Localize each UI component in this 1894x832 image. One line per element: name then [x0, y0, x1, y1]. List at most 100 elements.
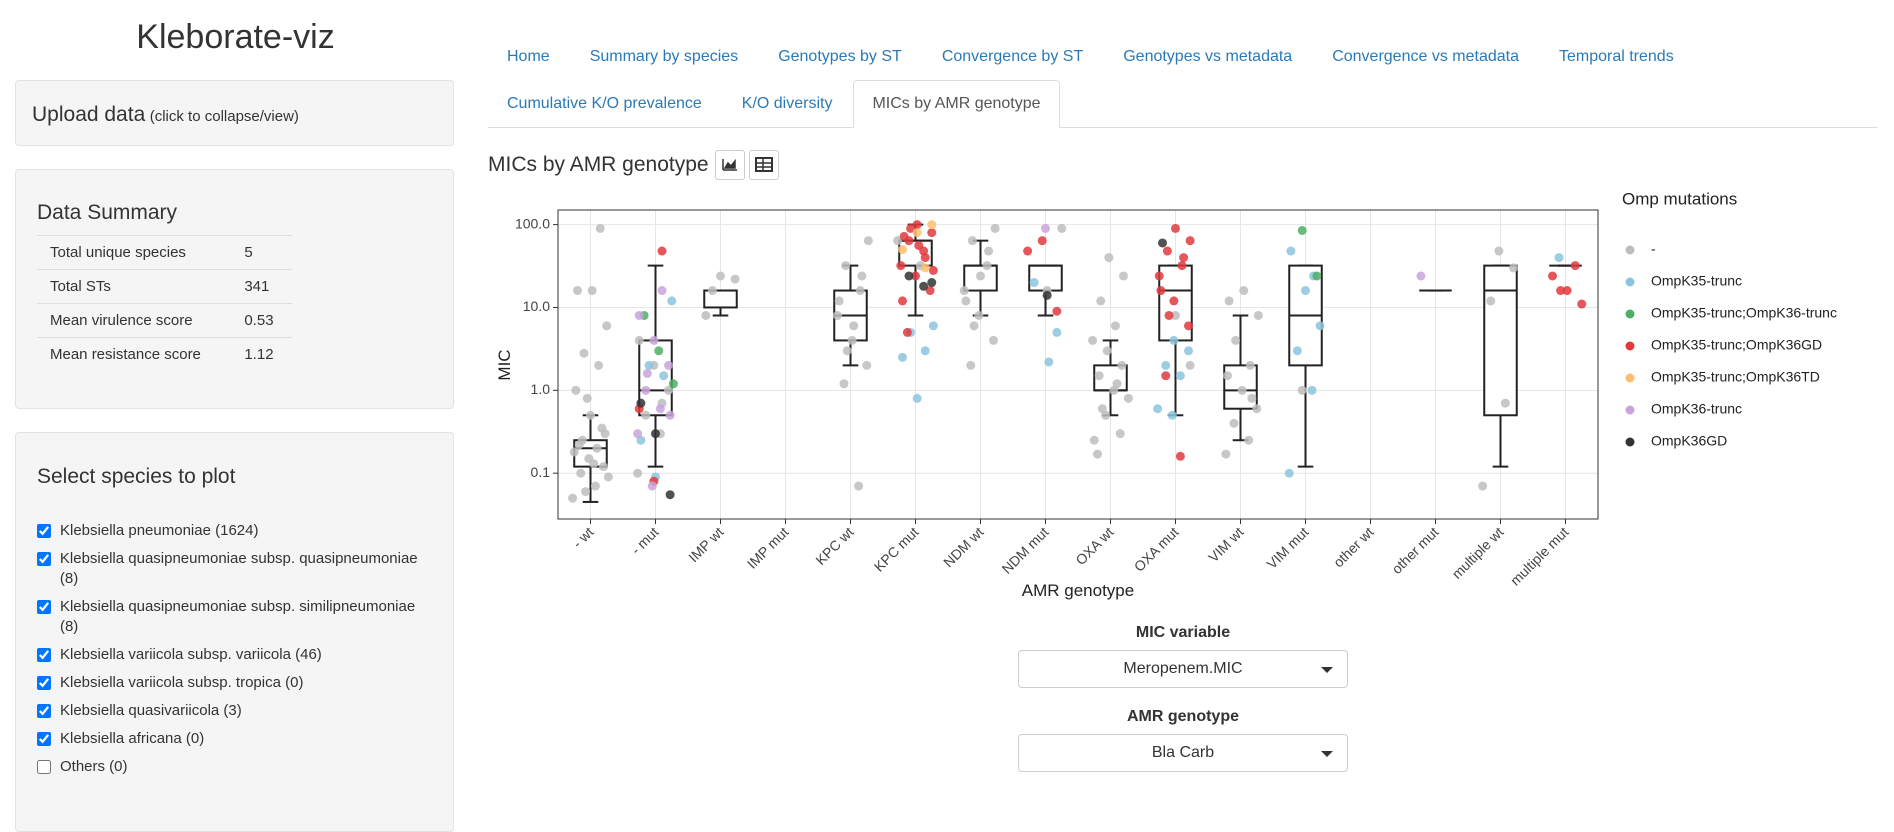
- point: [863, 236, 873, 246]
- species-label[interactable]: Klebsiella quasipneumoniae subsp. simili…: [59, 598, 416, 635]
- point: [1315, 321, 1325, 331]
- point: [1044, 357, 1054, 367]
- species-option[interactable]: Others (0): [37, 757, 437, 777]
- point: [928, 265, 938, 275]
- upload-panel[interactable]: Upload data (click to collapse/view): [15, 80, 454, 146]
- species-label[interactable]: Klebsiella variicola subsp. variicola (4…: [60, 646, 322, 663]
- species-option[interactable]: Klebsiella variicola subsp. variicola (4…: [37, 645, 437, 665]
- nav-tab[interactable]: Temporal trends: [1558, 48, 1674, 65]
- nav-tab[interactable]: Convergence vs metadata: [1332, 48, 1519, 65]
- point: [1169, 296, 1179, 306]
- point: [1577, 299, 1587, 309]
- species-checkbox[interactable]: [37, 732, 51, 746]
- legend-swatch: [1625, 341, 1635, 351]
- point: [730, 274, 740, 284]
- point: [899, 231, 909, 241]
- point: [902, 327, 912, 337]
- legend-swatch: [1625, 437, 1635, 447]
- point: [1089, 435, 1099, 445]
- point: [893, 236, 903, 246]
- species-label[interactable]: Klebsiella pneumoniae (1624): [60, 522, 259, 539]
- summary-label: Total unique species: [37, 235, 232, 270]
- summary-label: Mean resistance score: [37, 337, 232, 371]
- point: [1185, 236, 1195, 246]
- point: [849, 321, 859, 331]
- point: [1088, 335, 1098, 345]
- summary-value: 1.12: [231, 337, 292, 371]
- nav-tab[interactable]: K/O diversity: [741, 95, 833, 112]
- point: [1239, 286, 1249, 296]
- point: [1158, 238, 1167, 248]
- nav-tab[interactable]: Cumulative K/O prevalence: [507, 95, 702, 112]
- dropdown-value[interactable]: Bla Carb: [1151, 744, 1215, 761]
- species-option[interactable]: Klebsiella quasipneumoniae subsp. simili…: [37, 597, 437, 637]
- point: [1229, 418, 1239, 428]
- upload-hint[interactable]: (click to collapse/view): [149, 108, 299, 125]
- point: [920, 263, 930, 273]
- nav-tab[interactable]: Genotypes by ST: [778, 48, 902, 65]
- species-option[interactable]: Klebsiella africana (0): [37, 729, 437, 749]
- dropdown-caret[interactable]: [1321, 667, 1333, 673]
- point: [1554, 253, 1564, 263]
- tab-bar: Home Summary by species Genotypes by ST Con…: [488, 33, 1878, 128]
- nav-tab[interactable]: Home: [507, 48, 550, 65]
- nav-tab[interactable]: Convergence by ST: [941, 48, 1084, 65]
- species-checkbox[interactable]: [37, 704, 51, 718]
- point: [842, 346, 852, 356]
- species-checkbox[interactable]: [37, 552, 51, 566]
- species-label[interactable]: Klebsiella quasivariicola (3): [60, 702, 242, 719]
- point: [644, 360, 654, 370]
- point: [1312, 271, 1322, 281]
- dropdown-caret[interactable]: [1321, 751, 1333, 757]
- species-checkbox[interactable]: [37, 676, 51, 690]
- species-checkbox[interactable]: [37, 600, 51, 614]
- point: [1162, 246, 1172, 256]
- summary-row: Total STs 341: [37, 269, 292, 304]
- point: [961, 296, 971, 306]
- species-label[interactable]: Klebsiella variicola subsp. tropica (0): [60, 674, 304, 691]
- plot-border: [557, 209, 1599, 520]
- summary-row: Total unique species 5: [37, 235, 292, 270]
- point: [665, 410, 675, 420]
- point: [1224, 296, 1234, 306]
- species-option[interactable]: Klebsiella pneumoniae (1624): [37, 521, 437, 541]
- species-label[interactable]: Klebsiella quasipneumoniae subsp. quasip…: [59, 550, 418, 587]
- table-icon-button[interactable]: [748, 150, 779, 180]
- species-option[interactable]: Klebsiella quasipneumoniae subsp. quasip…: [37, 549, 437, 589]
- species-checkbox[interactable]: [37, 648, 51, 662]
- legend-label: OmpK35-trunc: [1651, 273, 1742, 289]
- legend-label: OmpK35-trunc;OmpK36GD: [1651, 337, 1822, 353]
- species-label[interactable]: Klebsiella africana (0): [60, 730, 205, 747]
- point: [919, 281, 929, 291]
- dropdown[interactable]: Meropenem.MIC: [1018, 650, 1348, 688]
- point: [574, 440, 584, 450]
- point: [1052, 327, 1062, 337]
- species-option[interactable]: Klebsiella quasivariicola (3): [37, 701, 437, 721]
- point: [966, 360, 976, 370]
- plot-icon-button[interactable]: [714, 150, 745, 180]
- point: [1179, 253, 1189, 263]
- dropdown[interactable]: Bla Carb: [1018, 734, 1348, 772]
- species-checkbox[interactable]: [37, 524, 51, 538]
- species-label[interactable]: Others (0): [60, 758, 128, 775]
- point: [898, 352, 907, 362]
- nav-tab[interactable]: MICs by AMR genotype: [853, 80, 1060, 128]
- point: [595, 223, 605, 233]
- x-tick-label: NDM wt: [940, 524, 987, 571]
- nav-tab[interactable]: Genotypes vs metadata: [1123, 48, 1293, 65]
- species-checkbox[interactable]: [37, 760, 51, 774]
- y-tick-label: 0.1: [531, 464, 551, 480]
- point: [1184, 346, 1193, 356]
- point: [668, 379, 678, 389]
- plot-panel: [557, 209, 1599, 520]
- x-tick-label: - mut: [628, 524, 662, 558]
- upload-heading[interactable]: Upload data (click to collapse/view): [32, 103, 299, 127]
- point: [1231, 335, 1241, 345]
- y-axis-title: MIC: [495, 349, 514, 380]
- species-option[interactable]: Klebsiella variicola subsp. tropica (0): [37, 673, 437, 693]
- point: [1041, 223, 1050, 233]
- upload-label[interactable]: Upload data: [32, 103, 146, 126]
- nav-tab[interactable]: Summary by species: [589, 48, 739, 65]
- dropdown-value[interactable]: Meropenem.MIC: [1123, 660, 1243, 677]
- point: [841, 261, 851, 271]
